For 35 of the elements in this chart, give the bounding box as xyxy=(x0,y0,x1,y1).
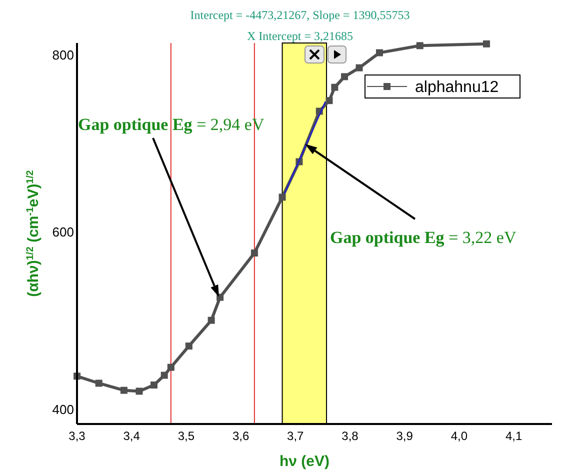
point xyxy=(341,73,348,80)
point xyxy=(208,316,215,324)
y-tick-label: 400 xyxy=(52,402,74,417)
y-tick-label: 600 xyxy=(52,224,74,240)
point xyxy=(250,249,258,256)
point xyxy=(95,380,102,387)
chart-subtitle: X Intercept = 3,21685 xyxy=(246,29,354,43)
point xyxy=(326,97,333,104)
point xyxy=(331,84,338,91)
point xyxy=(216,294,224,301)
point xyxy=(150,382,158,389)
y-tick-label: 800 xyxy=(52,47,74,62)
annotation: Gap optique Eg = 3,22 eV xyxy=(330,228,517,247)
x-tick-label: 3,9 xyxy=(396,429,414,443)
point xyxy=(482,40,490,48)
x-tick-label: 3,5 xyxy=(178,429,195,443)
point xyxy=(416,42,424,50)
point xyxy=(120,386,128,394)
x-tick-label: 3,7 xyxy=(287,429,304,443)
point xyxy=(167,364,174,371)
x-tick-label: 3,4 xyxy=(123,429,140,443)
legend-label: alphahnu12 xyxy=(415,79,499,96)
point xyxy=(136,388,143,395)
point xyxy=(376,49,383,56)
point xyxy=(278,194,286,201)
point xyxy=(185,342,192,350)
x-tick-label: 3,6 xyxy=(232,429,250,443)
x-tick-label: 4,1 xyxy=(505,429,522,443)
x-tick-label: 3,3 xyxy=(68,429,86,443)
x-tick-label: 3,8 xyxy=(342,429,359,443)
point xyxy=(160,372,168,379)
chart-title: Intercept = -4473,21267, Slope = 1390,55753 xyxy=(190,8,410,22)
point xyxy=(356,64,363,72)
x-tick-label: 4,0 xyxy=(450,429,468,443)
x-axis-title: hν (eV) xyxy=(279,453,330,470)
